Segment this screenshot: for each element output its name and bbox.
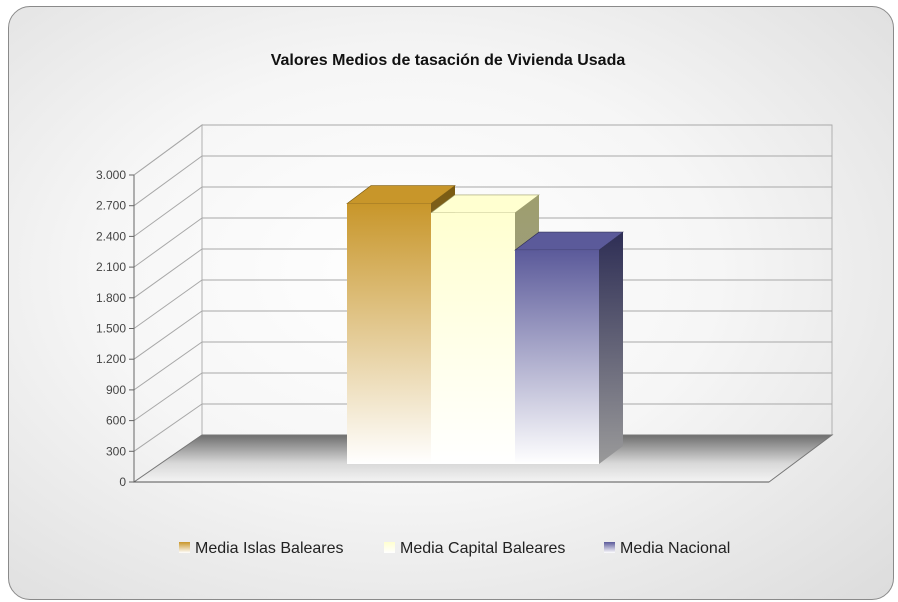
legend-label: Media Islas Baleares — [195, 540, 344, 557]
y-tick-label: 2.100 — [96, 260, 126, 274]
legend-swatch — [604, 542, 615, 553]
gridline — [133, 155, 832, 207]
chart-title: Valores Medios de tasación de Vivienda U… — [271, 52, 626, 69]
legend-label: Media Capital Baleares — [400, 540, 565, 557]
side-wall — [133, 124, 203, 483]
y-tick-label: 1.500 — [96, 322, 126, 336]
gridline — [133, 217, 832, 268]
legend: Media Islas Baleares Media Capital Balear… — [179, 540, 730, 557]
y-tick-label: 300 — [106, 444, 126, 458]
bar-side-face — [599, 232, 623, 464]
y-tick-label: 0 — [119, 475, 126, 489]
legend-label: Media Nacional — [620, 540, 730, 557]
bar-media-nacional — [514, 231, 624, 464]
y-tick-label: 2.400 — [96, 229, 126, 243]
gridline — [133, 124, 832, 176]
y-tick-label: 1.800 — [96, 291, 126, 305]
y-tick-label: 600 — [106, 414, 126, 428]
y-tick-label: 900 — [106, 383, 126, 397]
y-tick-label: 2.700 — [96, 199, 126, 213]
plot-area: 0 300 600 900 1.200 1.500 1.800 2.100 2.400 2.700… — [96, 124, 834, 489]
chart-svg: Valores Medios de tasación de Vivienda U… — [96, 52, 834, 557]
bar-front-face — [431, 212, 515, 464]
y-tick-label: 1.200 — [96, 352, 126, 366]
legend-item: Media Nacional — [604, 540, 730, 557]
bar-front-face — [347, 203, 431, 464]
gridline — [133, 186, 832, 237]
legend-item: Media Islas Baleares — [179, 540, 344, 557]
legend-item: Media Capital Baleares — [384, 540, 565, 557]
y-tick-label: 3.000 — [96, 168, 126, 182]
bar-front-face — [515, 250, 599, 464]
legend-swatch — [179, 542, 190, 553]
chart-panel: Valores Medios de tasación de Vivienda U… — [8, 6, 894, 600]
legend-swatch — [384, 542, 395, 553]
